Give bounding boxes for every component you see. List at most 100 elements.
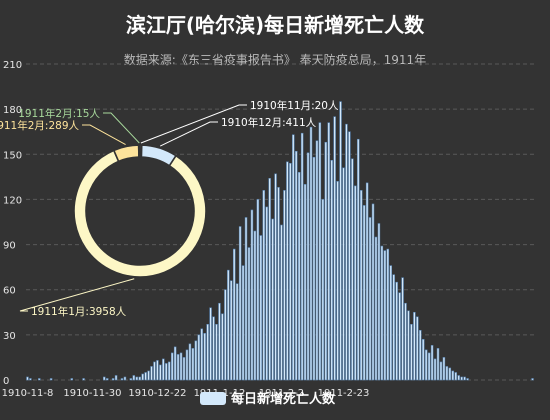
bar[interactable] [445, 366, 449, 381]
bar[interactable] [327, 122, 330, 381]
bar[interactable] [303, 184, 307, 381]
bar[interactable] [427, 352, 431, 381]
pie-slice[interactable] [73, 149, 207, 278]
bar[interactable] [360, 190, 363, 381]
bar[interactable] [460, 376, 463, 381]
bar[interactable] [212, 316, 215, 381]
bar[interactable] [224, 289, 227, 381]
bar[interactable] [209, 307, 212, 381]
bar[interactable] [416, 316, 419, 381]
bar[interactable] [368, 217, 372, 381]
bar[interactable] [106, 378, 109, 381]
bar[interactable] [141, 373, 144, 381]
bar[interactable] [392, 274, 395, 381]
bar[interactable] [289, 163, 292, 381]
legend[interactable]: 每日新增死亡人数 [200, 391, 336, 407]
bar[interactable] [389, 265, 392, 381]
bar[interactable] [203, 333, 206, 381]
pie-slice[interactable] [112, 144, 140, 163]
bar[interactable] [466, 378, 469, 381]
bar[interactable] [153, 361, 156, 381]
bar[interactable] [306, 152, 310, 381]
bar[interactable] [82, 378, 85, 381]
bar[interactable] [339, 101, 342, 381]
bar[interactable] [173, 346, 177, 381]
bar[interactable] [386, 248, 390, 381]
bar[interactable] [268, 178, 271, 381]
bar[interactable] [49, 378, 53, 381]
bar[interactable] [419, 330, 422, 381]
bar[interactable] [401, 277, 404, 381]
bar[interactable] [215, 324, 218, 381]
bar[interactable] [345, 123, 348, 381]
pie-slice[interactable] [137, 144, 141, 158]
bar[interactable] [259, 235, 263, 381]
bar[interactable] [422, 339, 425, 381]
bar[interactable] [256, 199, 260, 381]
bar[interactable] [265, 206, 268, 381]
bar[interactable] [407, 310, 410, 381]
bar[interactable] [200, 328, 203, 381]
bar[interactable] [371, 203, 375, 381]
bar[interactable] [277, 187, 280, 381]
bar[interactable] [103, 376, 106, 381]
bar[interactable] [159, 364, 162, 381]
bar[interactable] [324, 141, 327, 381]
bar[interactable] [241, 265, 245, 381]
bar[interactable] [424, 349, 428, 381]
bar[interactable] [398, 292, 401, 381]
bar[interactable] [377, 223, 381, 381]
bar[interactable] [357, 138, 360, 381]
bar[interactable] [26, 376, 29, 381]
bar[interactable] [380, 245, 384, 381]
bar[interactable] [227, 269, 230, 381]
bar[interactable] [354, 185, 357, 381]
bar[interactable] [179, 352, 183, 381]
bar[interactable] [330, 160, 333, 381]
bar[interactable] [132, 375, 136, 381]
bar[interactable] [463, 376, 466, 381]
bar[interactable] [457, 375, 460, 381]
bar[interactable] [292, 134, 295, 381]
bar[interactable] [233, 248, 236, 381]
bar[interactable] [309, 126, 313, 381]
bar[interactable] [191, 348, 195, 381]
bar[interactable] [168, 361, 171, 381]
bar[interactable] [244, 217, 248, 381]
bar[interactable] [253, 230, 257, 381]
bar[interactable] [262, 190, 265, 381]
bar[interactable] [342, 167, 345, 381]
bar[interactable] [138, 376, 141, 381]
bar[interactable] [413, 311, 416, 381]
bar[interactable] [318, 122, 322, 381]
bar[interactable] [321, 199, 325, 381]
bar[interactable] [312, 156, 316, 381]
bar[interactable] [430, 345, 434, 381]
bar[interactable] [531, 378, 534, 381]
bar[interactable] [150, 366, 153, 381]
bar[interactable] [348, 131, 351, 381]
bar[interactable] [283, 190, 286, 381]
bar[interactable] [315, 140, 319, 381]
bar[interactable] [433, 358, 437, 381]
bar[interactable] [147, 370, 150, 381]
bar[interactable] [250, 209, 254, 381]
bar[interactable] [38, 378, 41, 381]
bar[interactable] [197, 334, 200, 381]
bar[interactable] [436, 348, 440, 381]
bar[interactable] [194, 340, 198, 381]
bar[interactable] [297, 172, 301, 381]
bar[interactable] [29, 378, 32, 381]
bar[interactable] [235, 283, 239, 381]
bar[interactable] [114, 375, 118, 381]
bar[interactable] [271, 218, 274, 381]
bar[interactable] [165, 363, 168, 381]
bar[interactable] [176, 354, 180, 381]
bar[interactable] [333, 116, 336, 381]
bar[interactable] [439, 361, 443, 381]
bar[interactable] [188, 343, 192, 381]
bar[interactable] [129, 378, 133, 381]
bar[interactable] [182, 357, 186, 381]
bar[interactable] [185, 349, 189, 381]
bar[interactable] [442, 357, 446, 381]
